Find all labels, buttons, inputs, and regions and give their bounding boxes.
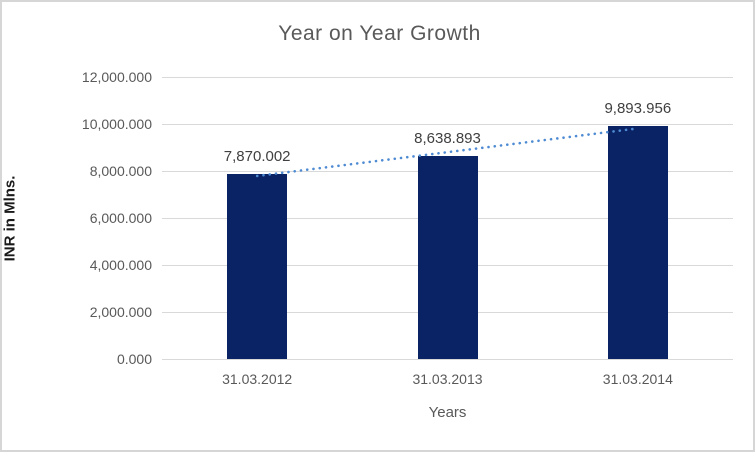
bar-31.03.2014[interactable]	[607, 126, 668, 359]
bar-data-label: 7,870.002	[223, 148, 291, 166]
y-tick-label: 4,000.000	[89, 257, 152, 273]
y-tick-label: 0.000	[116, 351, 152, 367]
plot-area: 7,870.002 31.03.2012 8,638.893 31.03.2013 9,…	[162, 76, 733, 387]
y-tick-label: 12,000.000	[81, 69, 152, 85]
y-tick-label: 10,000.000	[81, 116, 152, 132]
x-tick-label: 31.03.2014	[602, 371, 673, 387]
trendline[interactable]	[255, 127, 640, 178]
gridline	[162, 123, 733, 125]
x-tick-label: 31.03.2012	[222, 371, 293, 387]
x-tick-label: 31.03.2013	[412, 371, 483, 387]
bar-data-label: 9,893.956	[604, 100, 672, 118]
x-axis-title: Years	[428, 404, 467, 421]
bar-31.03.2012[interactable]	[227, 174, 288, 359]
trendline-layer	[255, 127, 640, 178]
chart-title: Year on Year Growth	[278, 22, 481, 45]
bar-31.03.2013[interactable]	[417, 155, 478, 359]
y-tick-label: 2,000.000	[89, 304, 152, 320]
y-axis-title: INR in Mlns.	[1, 175, 19, 262]
bar-data-label: 8,638.893	[414, 129, 481, 147]
gridline	[162, 76, 733, 78]
gridline	[162, 358, 733, 360]
y-tick-label: 6,000.000	[89, 210, 152, 226]
y-tick-label: 8,000.000	[89, 163, 152, 179]
